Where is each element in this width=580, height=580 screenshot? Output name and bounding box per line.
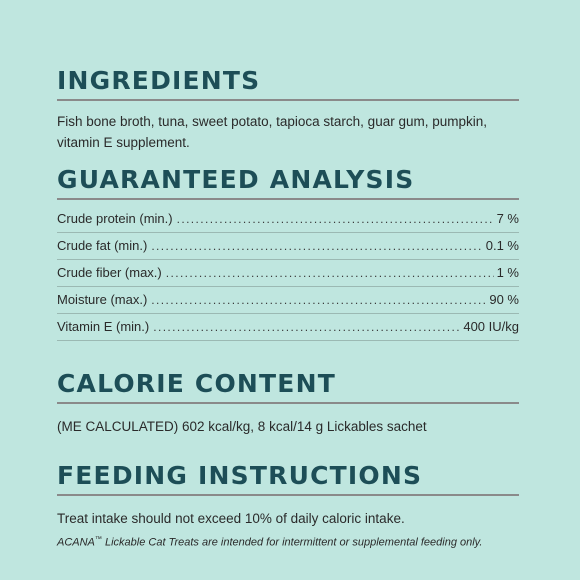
analysis-value: 7 % — [496, 211, 519, 226]
calorie-content-heading: CALORIE CONTENT — [57, 369, 519, 404]
analysis-row-moisture: Moisture (max.) 90 % — [57, 287, 519, 314]
analysis-value: 0.1 % — [485, 238, 519, 253]
ingredients-heading: INGREDIENTS — [57, 66, 519, 101]
brand-name: ACANA — [57, 536, 95, 549]
analysis-label: Vitamin E (min.) — [57, 319, 150, 334]
feeding-note-text: Lickable Cat Treats are intended for int… — [101, 536, 483, 549]
analysis-label: Crude fat (min.) — [57, 238, 148, 253]
nutrition-panel: INGREDIENTS Fish bone broth, tuna, sweet… — [57, 66, 519, 563]
dot-leader — [166, 260, 494, 286]
analysis-value: 90 % — [489, 292, 519, 307]
analysis-row-crude-protein: Crude protein (min.) 7 % — [57, 206, 519, 233]
feeding-instructions-text: Treat intake should not exceed 10% of da… — [57, 511, 405, 526]
analysis-label: Crude fiber (max.) — [57, 265, 162, 280]
analysis-value: 400 IU/kg — [463, 319, 519, 334]
analysis-row-vitamin-e: Vitamin E (min.) 400 IU/kg — [57, 314, 519, 341]
calorie-content-text: (ME CALCULATED) 602 kcal/kg, 8 kcal/14 g… — [57, 419, 427, 434]
analysis-label: Crude protein (min.) — [57, 211, 173, 226]
trademark-symbol: ™ — [94, 536, 102, 543]
dot-leader — [177, 206, 494, 232]
dot-leader — [151, 287, 486, 313]
dot-leader — [153, 314, 460, 340]
guaranteed-analysis-table: Crude protein (min.) 7 % Crude fat (min.… — [57, 206, 519, 341]
analysis-label: Moisture (max.) — [57, 292, 148, 307]
feeding-note: ACANA™ Lickable Cat Treats are intended … — [57, 531, 519, 552]
analysis-row-crude-fiber: Crude fiber (max.) 1 % — [57, 260, 519, 287]
ingredients-text: Fish bone broth, tuna, sweet potato, tap… — [57, 114, 487, 150]
feeding-instructions-heading: FEEDING INSTRUCTIONS — [57, 461, 519, 496]
analysis-value: 1 % — [496, 265, 519, 280]
guaranteed-analysis-heading: GUARANTEED ANALYSIS — [57, 165, 519, 200]
analysis-row-crude-fat: Crude fat (min.) 0.1 % — [57, 233, 519, 260]
dot-leader — [151, 233, 482, 259]
